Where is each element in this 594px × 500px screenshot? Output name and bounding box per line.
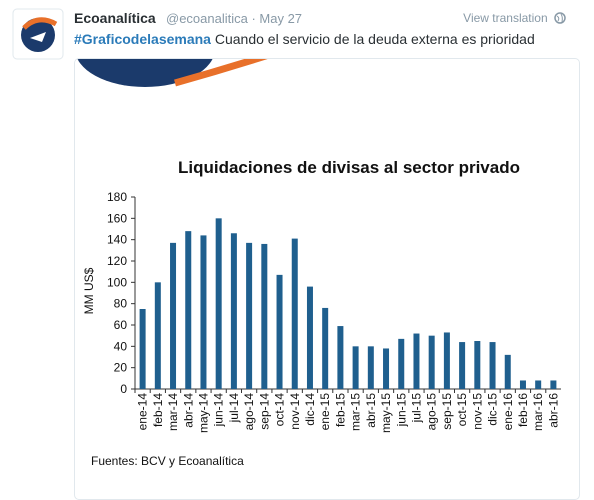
tweet-text: #Graficodelasemana Cuando el servicio de… — [74, 31, 535, 47]
x-tick-label: nov-15 — [470, 393, 484, 430]
x-tick-label: feb-16 — [516, 393, 530, 427]
logo-blue — [77, 59, 213, 87]
x-tick-label: may-15 — [379, 393, 393, 433]
x-tick-label: ago-14 — [242, 393, 256, 431]
user-name[interactable]: Ecoanalítica — [74, 10, 156, 26]
bar — [459, 342, 466, 389]
logo-orange — [174, 59, 268, 87]
bar — [246, 242, 253, 389]
globe-icon — [554, 12, 566, 24]
bar — [428, 335, 435, 389]
y-tick-label: 40 — [114, 339, 128, 353]
x-tick-label: sep-14 — [257, 393, 271, 430]
y-tick-label: 180 — [107, 190, 127, 204]
hashtag[interactable]: #Graficodelasemana — [74, 31, 211, 47]
x-tick-label: oct-15 — [455, 393, 469, 427]
bar — [352, 346, 359, 389]
bar — [185, 231, 192, 389]
x-tick-label: jul-15 — [409, 393, 423, 424]
bar — [535, 380, 542, 389]
view-translation-text[interactable]: View translation — [463, 11, 548, 25]
y-tick-label: 160 — [107, 211, 127, 225]
y-tick-label: 80 — [114, 297, 128, 311]
source-note: Fuentes: BCV y Ecoanalítica — [91, 454, 244, 468]
bar — [504, 354, 511, 389]
x-tick-label: mar-14 — [166, 393, 180, 431]
y-tick-label: 60 — [114, 318, 128, 332]
y-axis-label: MM US$ — [82, 267, 96, 314]
y-tick-label: 0 — [120, 382, 127, 396]
bar — [474, 341, 481, 389]
bar — [413, 333, 420, 389]
media-card[interactable]: Liquidaciones de divisas al sector priva… — [74, 58, 580, 500]
x-tick-label: ene-15 — [318, 393, 332, 431]
x-tick-label: abr-15 — [364, 393, 378, 428]
x-tick-label: mar-16 — [531, 393, 545, 431]
x-tick-label: jun-15 — [394, 393, 408, 428]
page: Ecoanalítica @ecoanalitica · May 27 View… — [12, 8, 580, 500]
x-tick-label: dic-15 — [486, 393, 500, 426]
x-tick-label: mar-15 — [349, 393, 363, 431]
bar — [200, 235, 207, 389]
bar — [383, 348, 390, 389]
x-tick-label: feb-15 — [333, 393, 347, 427]
bar — [291, 238, 298, 389]
x-tick-label: abr-16 — [546, 393, 560, 428]
tweet-meta[interactable]: @ecoanalitica · May 27 — [166, 11, 303, 26]
bar — [398, 338, 405, 389]
bar — [489, 342, 496, 389]
bar — [215, 218, 222, 389]
bar — [154, 282, 161, 389]
bar — [276, 274, 283, 389]
x-tick-label: oct-14 — [273, 393, 287, 427]
x-tick-label: may-14 — [196, 393, 210, 433]
chart: Liquidaciones de divisas al sector priva… — [77, 59, 561, 468]
bar — [337, 326, 344, 389]
avatar[interactable] — [12, 8, 64, 60]
tweet-body: Cuando el servicio de la deuda externa e… — [214, 31, 535, 47]
bar — [367, 346, 374, 389]
bar — [519, 380, 526, 389]
bar — [322, 307, 329, 389]
view-translation[interactable]: View translation — [463, 11, 566, 25]
bar — [139, 309, 146, 389]
bar — [261, 243, 268, 389]
y-tick-label: 100 — [107, 275, 127, 289]
bar — [170, 242, 177, 389]
x-tick-label: jul-14 — [227, 393, 241, 424]
x-tick-label: ene-14 — [136, 393, 150, 431]
y-tick-label: 120 — [107, 254, 127, 268]
bar — [306, 286, 313, 389]
chart-title: Liquidaciones de divisas al sector priva… — [178, 158, 520, 177]
bar — [443, 332, 450, 389]
y-tick-label: 20 — [114, 361, 128, 375]
bar — [230, 233, 237, 389]
x-tick-label: sep-15 — [440, 393, 454, 430]
x-tick-label: nov-14 — [288, 393, 302, 430]
x-tick-label: ago-15 — [425, 393, 439, 431]
x-tick-label: abr-14 — [181, 393, 195, 428]
x-tick-label: jun-14 — [212, 393, 226, 428]
y-tick-label: 140 — [107, 233, 127, 247]
x-tick-label: feb-14 — [151, 393, 165, 427]
x-tick-label: ene-16 — [501, 393, 515, 431]
bar — [550, 380, 557, 389]
x-tick-label: dic-14 — [303, 393, 317, 426]
